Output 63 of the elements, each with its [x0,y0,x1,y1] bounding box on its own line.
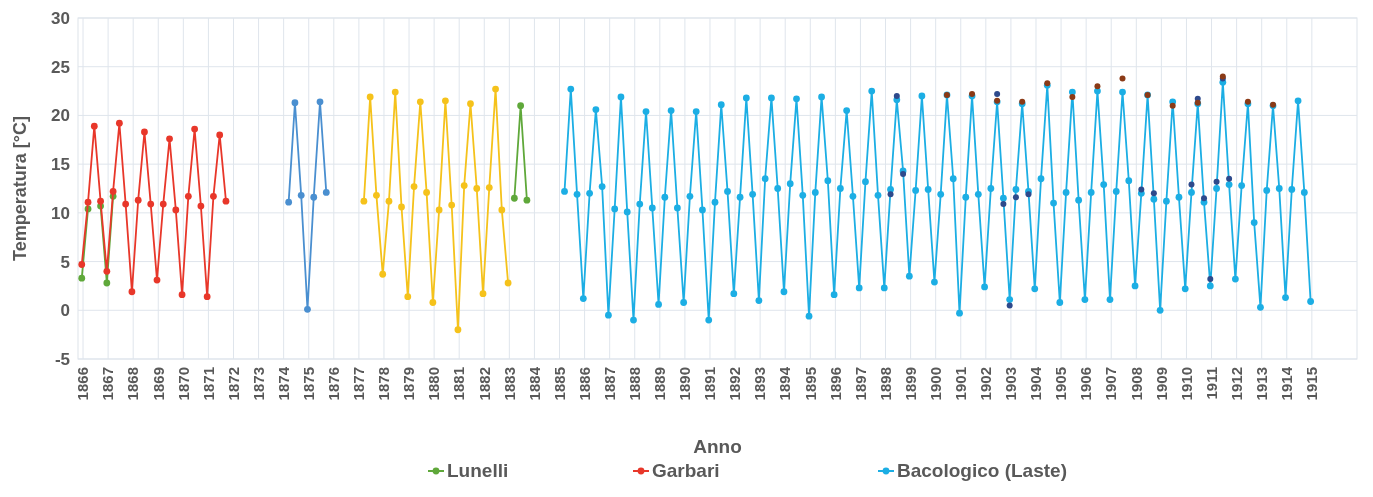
x-tick-label: 1883 [500,367,518,401]
x-tick-label: 1876 [325,367,343,401]
x-tick-label: 1901 [952,367,970,401]
legend-label: Bacologico (Laste) [897,460,1067,481]
x-tick-label: 1893 [751,367,769,401]
x-axis-title: Anno [693,436,742,457]
x-tick-label: 1881 [450,367,468,401]
x-tick-label: 1905 [1052,367,1070,401]
x-tick-label: 1895 [801,367,819,401]
x-tick-label: 1911 [1202,367,1220,400]
x-tick-label: 1894 [776,366,794,401]
x-tick-label: 1900 [926,367,944,401]
x-tick-label: 1880 [425,367,443,401]
x-tick-label: 1896 [826,367,844,401]
x-tick-label: 1877 [350,367,368,401]
x-tick-label: 1885 [550,367,568,401]
x-tick-label: 1884 [525,366,543,401]
x-tick-label: 1886 [575,367,593,401]
x-tick-label: 1879 [400,367,418,401]
x-tick-label: 1866 [74,367,92,401]
x-tick-label: 1871 [199,367,217,401]
x-tick-label: 1907 [1102,367,1120,401]
x-tick-label: 1909 [1152,367,1170,401]
x-tick-label: 1906 [1077,367,1095,401]
x-tick-label: 1872 [224,367,242,401]
x-tick-label: 1889 [651,367,669,401]
x-tick-label: 1892 [726,367,744,401]
x-tick-label: 1873 [249,367,267,401]
x-tick-label: 1890 [676,367,694,401]
x-tick-label: 1891 [701,367,719,401]
y-tick-label: 30 [51,8,70,28]
x-tick-label: 1914 [1278,366,1296,401]
legend-label: Garbari [652,460,720,481]
x-tick-label: 1867 [99,367,117,401]
x-tick-label: 1887 [600,367,618,401]
x-tick-label: 1870 [174,367,192,401]
x-tick-label: 1888 [625,367,643,401]
x-tick-label: 1878 [375,367,393,401]
x-tick-label: 1899 [901,367,919,401]
x-tick-label: 1913 [1252,367,1270,401]
y-tick-label: 25 [51,57,70,77]
x-tick-label: 1904 [1027,366,1045,401]
x-tick-label: 1910 [1177,367,1195,401]
x-tick-label: 1874 [274,366,292,401]
y-tick-label: 10 [51,203,70,223]
x-tick-label: 1912 [1227,367,1245,401]
y-tick-label: 15 [51,155,70,175]
y-tick-label: 20 [51,106,70,126]
y-tick-label: 0 [60,301,70,321]
x-tick-label: 1915 [1303,367,1321,401]
legend-label: Lunelli [447,460,509,481]
x-tick-label: 1902 [977,367,995,401]
y-tick-label: 5 [60,252,70,272]
x-tick-label: 1875 [299,367,317,401]
x-tick-label: 1868 [124,367,142,401]
x-tick-label: 1903 [1002,367,1020,401]
x-tick-label: 1882 [475,367,493,401]
x-tick-label: 1898 [876,367,894,401]
x-tick-label: 1908 [1127,367,1145,401]
x-tick-label: 1869 [149,367,167,401]
x-tick-label: 1897 [851,367,869,401]
y-axis-title: Temperatura [°C] [10,116,30,261]
y-tick-label: -5 [54,349,70,369]
